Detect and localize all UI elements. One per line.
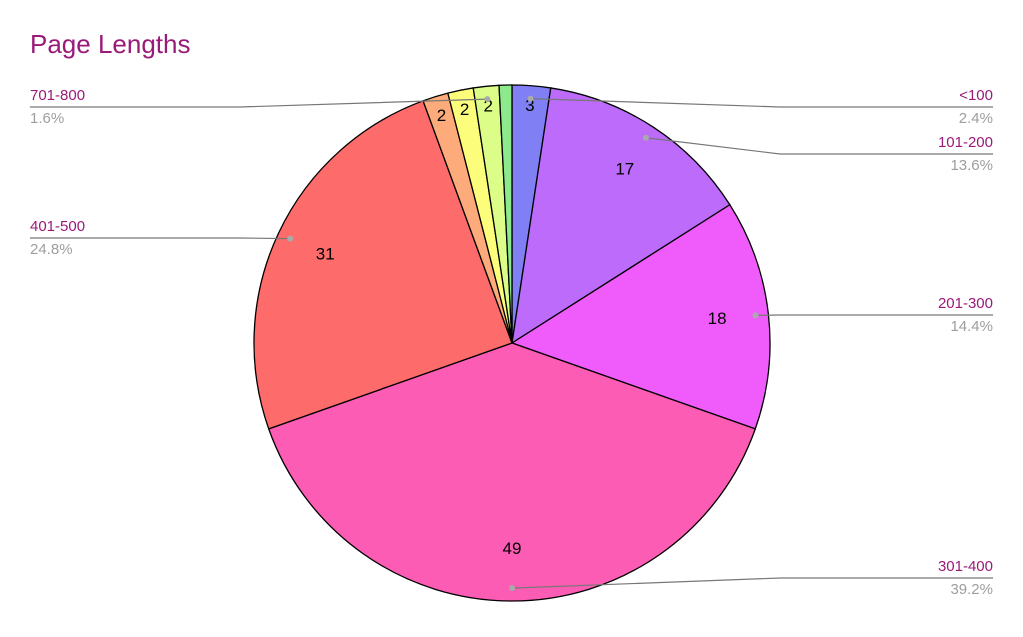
data-label: 18 [708,309,727,328]
percent-label: 39.2% [950,581,993,598]
leader-dot [287,236,293,242]
leader-dot [643,135,649,141]
leader-dot [484,96,490,102]
data-label: 17 [615,160,634,179]
leader-dot [527,96,533,102]
data-label: 49 [503,539,522,558]
leader-dot [753,312,759,318]
percent-label: 2.4% [959,110,993,127]
data-label: 2 [460,100,469,119]
legend-label: 301-400 [938,558,993,575]
legend-label: 101-200 [938,134,993,151]
percent-label: 1.6% [30,110,64,127]
data-label: 31 [316,245,335,264]
leader-line [30,238,290,239]
percent-label: 13.6% [950,157,993,174]
legend-label: <100 [959,87,993,104]
legend-label: 401-500 [30,218,85,235]
legend-label: 701-800 [30,87,85,104]
chart-title: Page Lengths [30,29,190,59]
legend-label: 201-300 [938,295,993,312]
leader-dot [509,585,515,591]
percent-label: 14.4% [950,318,993,335]
percent-label: 24.8% [30,241,73,258]
data-label: 2 [437,106,446,125]
